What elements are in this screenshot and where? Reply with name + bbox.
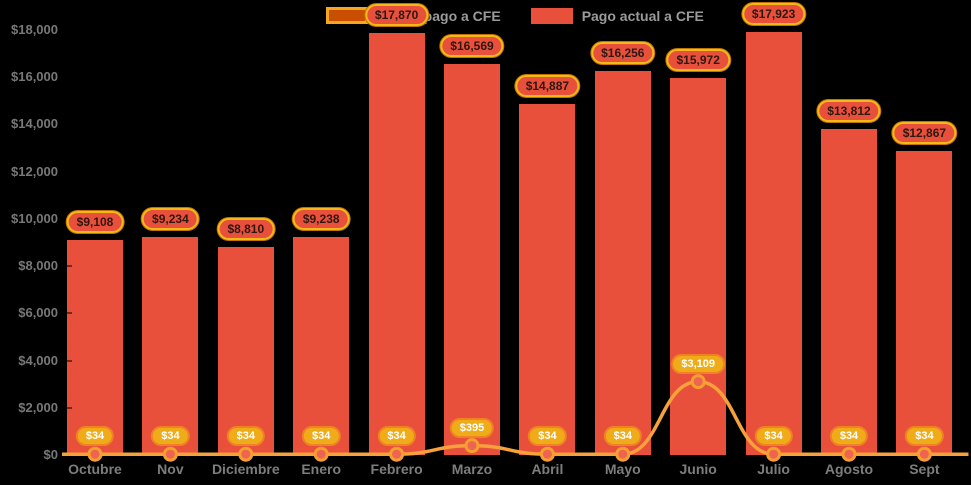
y-axis-tick xyxy=(64,123,72,126)
y-axis-tick xyxy=(64,29,72,31)
x-axis-label-diciembre: Diciembre xyxy=(211,461,280,477)
y-axis-label: $2,000 xyxy=(18,399,58,415)
y-axis-tick xyxy=(64,265,72,268)
y-axis-tick xyxy=(64,406,72,409)
bar-value-label: $14,887 xyxy=(515,74,580,97)
bar-value-label: $9,108 xyxy=(66,210,124,233)
bar-marzo[interactable] xyxy=(444,63,500,455)
bar-mayo[interactable] xyxy=(594,71,651,455)
x-axis-label-abril: Abril xyxy=(531,461,564,477)
bar-junio[interactable] xyxy=(670,77,727,455)
y-axis-label: $8,000 xyxy=(18,258,58,274)
bar-enero[interactable] xyxy=(293,236,350,455)
line-value-label: $34 xyxy=(75,426,115,447)
line-value-label: $34 xyxy=(829,426,869,447)
y-axis-label: $14,000 xyxy=(11,116,58,132)
line-value-label: $34 xyxy=(377,426,416,447)
bar-value-label: $9,238 xyxy=(292,207,350,230)
y-axis-label: $4,000 xyxy=(18,352,58,368)
bar-sept[interactable] xyxy=(896,151,953,455)
bar-nov[interactable] xyxy=(142,236,199,455)
x-axis-label-agosto: Agosto xyxy=(824,461,874,477)
x-axis-label-junio: Junio xyxy=(679,461,717,477)
y-axis-label: $0 xyxy=(43,447,58,462)
bar-julio[interactable] xyxy=(745,31,802,455)
bar-value-label: $9,234 xyxy=(142,207,199,230)
bar-value-label: $8,810 xyxy=(217,217,275,240)
x-axis-label-sept: Sept xyxy=(909,461,940,477)
y-axis-label: $18,000 xyxy=(11,22,58,37)
y-axis-label: $12,000 xyxy=(11,163,58,179)
y-axis-tick xyxy=(64,170,72,173)
y-axis-tick xyxy=(64,359,72,362)
bar-value-label: $12,867 xyxy=(892,122,957,145)
x-axis-label-mayo: Mayo xyxy=(604,461,641,477)
y-axis-tick xyxy=(64,312,72,315)
x-axis-label-marzo: Marzo xyxy=(451,461,493,477)
x-axis-label-febrero: Febrero xyxy=(370,461,423,477)
bar-octubre[interactable] xyxy=(67,239,123,455)
bar-value-label: $17,870 xyxy=(364,4,429,27)
x-axis-label-enero: Enero xyxy=(301,461,342,477)
bar-value-label: $16,256 xyxy=(591,42,655,65)
y-axis-label: $10,000 xyxy=(11,210,58,226)
x-axis-label-octubre: Octubre xyxy=(68,461,122,477)
legend-label-pago-actual: Pago actual a CFE xyxy=(581,7,704,24)
bar-value-label: $13,812 xyxy=(817,99,881,122)
legend-item-pago-actual[interactable]: Pago actual a CFE xyxy=(530,7,704,24)
y-axis-label: $16,000 xyxy=(11,69,58,85)
line-value-label: $34 xyxy=(754,426,793,447)
bar-value-label: $15,972 xyxy=(666,48,730,71)
bar-diciembre[interactable] xyxy=(217,246,274,455)
y-axis-label: $6,000 xyxy=(18,305,58,321)
y-axis-tick xyxy=(64,76,72,79)
x-axis-label-nov: Nov xyxy=(157,461,184,477)
line-value-label: $34 xyxy=(528,426,567,447)
line-value-label: $34 xyxy=(905,426,944,447)
nuevo-pago-swatch-icon xyxy=(326,7,368,24)
line-value-label: $34 xyxy=(603,426,642,447)
bar-value-label: $17,923 xyxy=(741,2,806,25)
line-value-label: $34 xyxy=(151,426,190,447)
pago-actual-swatch-icon xyxy=(530,7,573,24)
x-axis-label-julio: Julio xyxy=(757,461,790,477)
line-value-label: $34 xyxy=(302,426,341,447)
line-value-label: $34 xyxy=(226,426,265,447)
bar-value-label: $16,569 xyxy=(440,34,504,57)
bar-febrero[interactable] xyxy=(368,33,425,455)
bar-agosto[interactable] xyxy=(821,128,877,455)
line-value-label: $3,109 xyxy=(671,353,726,374)
bar-abril[interactable] xyxy=(519,103,576,455)
line-value-label: $395 xyxy=(449,417,495,438)
